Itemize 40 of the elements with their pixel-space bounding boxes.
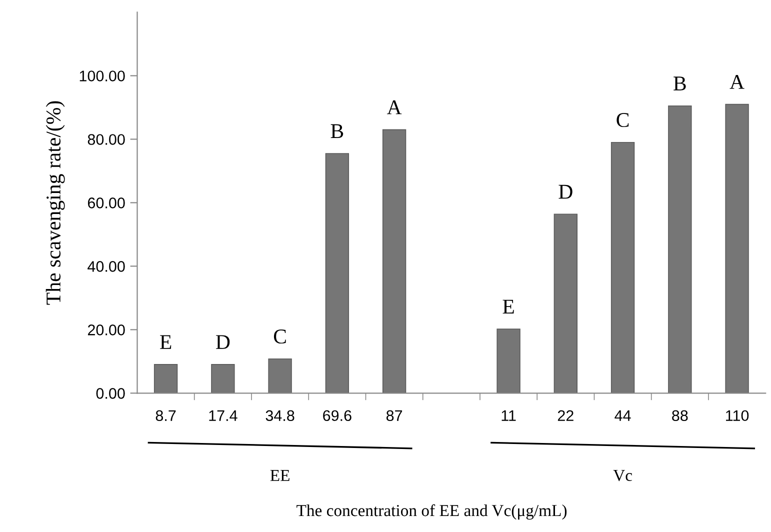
bar — [725, 104, 749, 394]
annotation: C — [274, 330, 286, 344]
x-tick-label: 88 — [672, 410, 688, 422]
text: Vc — [613, 470, 632, 482]
bar — [554, 214, 578, 394]
bar — [325, 153, 350, 394]
x-tick-label: 110 — [726, 410, 749, 422]
bar — [668, 105, 692, 394]
annotation: D — [216, 335, 230, 349]
annotation: E — [502, 300, 514, 314]
annotation: B — [674, 76, 686, 90]
bar — [154, 364, 178, 394]
annotation: E — [160, 335, 172, 349]
bar — [496, 328, 520, 394]
y-tick-label: 100.00 — [80, 70, 125, 82]
x-axis-title: The concentration of EE and Vc(μg/mL) — [296, 504, 567, 520]
x-tick-label: 44 — [614, 410, 631, 421]
y-tick-label: 60.00 — [88, 198, 125, 208]
bar — [211, 364, 235, 394]
annotation: B — [330, 124, 344, 138]
x-tick-label: 69.6 — [323, 410, 352, 422]
annotation: D — [558, 184, 572, 199]
y-tick-label: 0.00 — [96, 388, 125, 399]
y-axis-title: The scavenging rate/(%) — [46, 101, 65, 305]
bar — [268, 358, 292, 394]
x-tick-label: 17.4 — [209, 410, 238, 421]
y-tick-label: 40.00 — [88, 261, 125, 272]
annotation: A — [386, 100, 402, 114]
bar — [382, 129, 406, 394]
bar — [610, 142, 635, 394]
annotation: C — [616, 113, 629, 128]
x-tick-label: 11 — [502, 410, 516, 421]
x-tick-label: 34.8 — [266, 410, 294, 422]
y-tick-label: 20.00 — [88, 324, 125, 336]
y-tick-label: 80.00 — [88, 134, 125, 145]
text: EE — [270, 470, 290, 481]
annotation: A — [730, 74, 744, 89]
x-tick-label: 22 — [558, 410, 574, 421]
x-tick-label: 8.7 — [156, 410, 176, 422]
x-tick-label: 87 — [386, 410, 402, 422]
